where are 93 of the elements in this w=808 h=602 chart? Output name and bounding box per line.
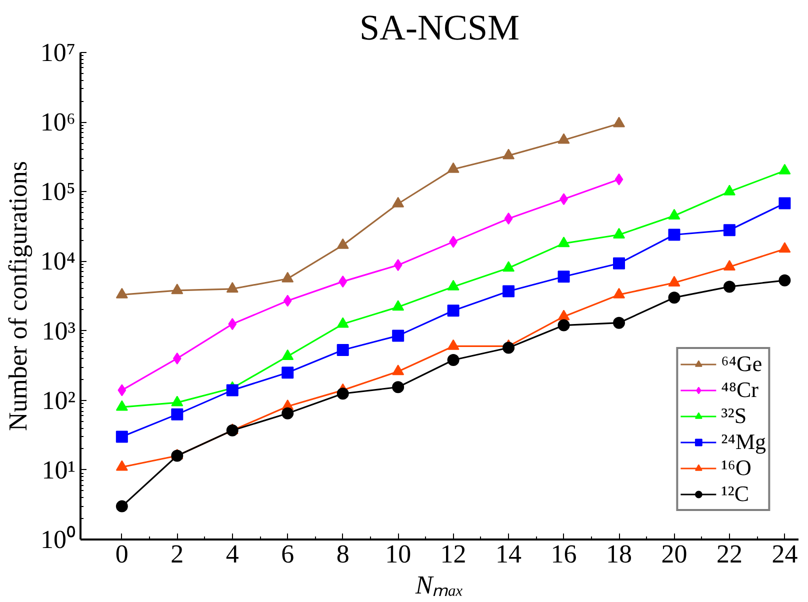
point [336,238,349,249]
y-tick-label: 10³ [42,316,76,346]
x-tick-label: 24 [772,540,798,568]
point [338,276,348,288]
y-tick-label: 10⁵ [40,177,76,206]
x-tick-label: 4 [226,540,239,568]
point [778,164,791,174]
point [171,408,184,420]
point [336,344,349,356]
x-tick-label: 0 [115,540,128,568]
legend-label: ²⁴Mg [721,429,766,455]
point [171,284,184,294]
legend-label: ³²S [721,403,747,429]
point [668,292,680,304]
point [778,274,791,286]
point [392,300,404,311]
point [558,310,570,320]
point [116,400,128,411]
y-tick-label: 10⁶ [40,108,76,137]
point [502,342,515,354]
point [282,272,294,282]
x-tick-label: 8 [336,540,350,568]
point [668,276,680,286]
x-tick-label: 14 [496,540,522,568]
legend-label: ⁴⁸Cr [721,377,759,403]
point [778,242,791,253]
point [282,407,294,420]
x-axis-title: Nₘₐₓ [414,570,464,600]
point [392,196,404,208]
point [116,288,128,298]
point [118,384,126,396]
x-tick-label: 10 [385,540,412,568]
point [447,304,460,317]
point [282,349,294,360]
y-tick-label: 10⁷ [40,38,76,67]
point [613,288,625,298]
legend-label: ¹⁶O [721,455,752,481]
point [172,352,182,364]
point [392,364,404,376]
point [447,162,460,173]
point [723,260,736,271]
point [504,212,513,225]
point [171,450,184,462]
point [502,285,515,298]
x-tick-label: 22 [716,540,742,568]
point [502,148,515,160]
point [226,282,238,293]
y-tick-label: 10¹ [42,455,76,484]
point [392,330,404,342]
point [668,228,680,241]
y-tick-label: 10⁰ [40,525,76,554]
point [336,317,349,328]
point [282,366,294,379]
point [447,339,460,350]
point [226,384,238,396]
point [447,354,460,366]
point [228,318,237,330]
point [392,381,404,394]
point [558,270,570,283]
chart-title: SA-NCSM [359,8,520,48]
point [613,116,625,128]
x-tick-label: 6 [281,540,294,568]
point [558,319,570,332]
x-tick-label: 12 [440,540,466,568]
point [502,261,515,272]
point [447,280,460,290]
x-tick-label: 18 [606,540,632,568]
point [558,133,570,144]
y-tick-label: 10⁴ [40,246,76,276]
x-tick-label: 2 [170,540,184,568]
point [778,197,791,210]
x-tick-label: 20 [661,540,688,568]
point [116,430,128,443]
point [723,280,736,293]
point [613,228,625,238]
point [116,460,128,471]
point [336,388,349,400]
point [613,257,625,270]
point [613,316,625,329]
x-tick-label: 16 [550,540,577,568]
point [723,184,736,196]
point [394,259,402,272]
legend-label: ¹²C [721,481,750,507]
y-axis-title: Number of configurations [3,160,32,432]
point [171,396,184,406]
point [723,224,736,236]
point [668,208,680,220]
y-tick-label: 10² [42,386,76,415]
point [614,173,624,186]
point [558,236,570,248]
legend-label: ⁶⁴Ge [721,351,762,377]
point [283,294,292,307]
point [116,500,128,512]
